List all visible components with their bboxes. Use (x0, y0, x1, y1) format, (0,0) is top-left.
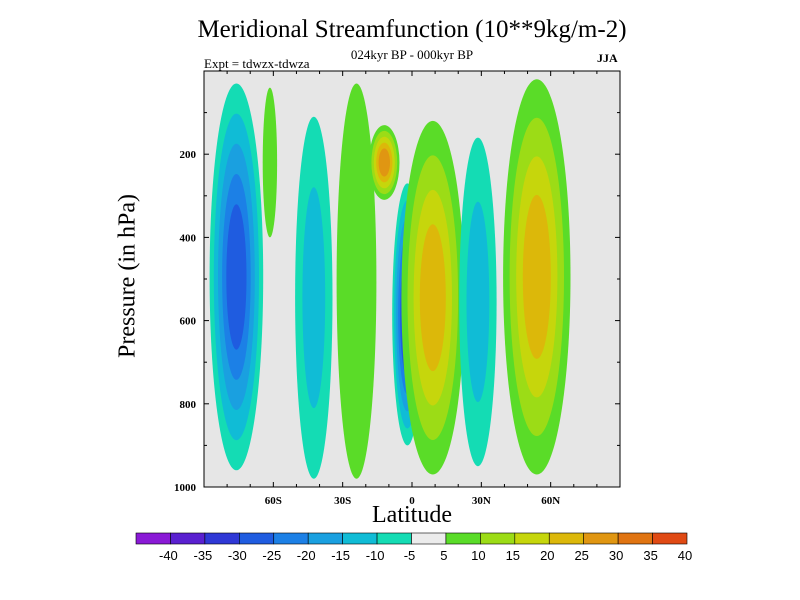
colorbar-swatch (411, 532, 447, 545)
axes: 60S 30S 0 30N 60N 200 400 600 800 1000 (174, 70, 621, 507)
chart-subtitle: 024kyr BP - 000kyr BP (350, 47, 474, 62)
contour-feature-4 (336, 83, 377, 479)
colorbar-swatch (307, 532, 343, 545)
y-tick-label: 400 (180, 232, 197, 244)
colorbar-label: 5 (440, 548, 447, 563)
colorbar-label: 35 (643, 548, 657, 563)
contour-feature-9 (503, 79, 571, 475)
x-tick-label: 30S (334, 495, 351, 507)
contour-level--10 (302, 187, 326, 409)
contour-feature-7 (401, 120, 465, 475)
colorbar-label: 25 (574, 548, 588, 563)
colorbar-swatch (583, 532, 619, 545)
y-tick-label: 200 (180, 149, 197, 161)
colorbar-swatch (135, 532, 171, 545)
colorbar-label: -25 (262, 548, 281, 563)
x-tick-label: 60S (265, 495, 282, 507)
x-tick-label: 60N (541, 495, 560, 507)
colorbar-label: -30 (228, 548, 247, 563)
experiment-label: Expt = tdwzx-tdwza (204, 56, 310, 71)
colorbar-swatch (170, 532, 206, 545)
colorbar-label: -40 (159, 548, 178, 563)
colorbar-swatch (445, 532, 481, 545)
contour-level-5 (262, 87, 278, 238)
contour-level-20 (419, 224, 446, 372)
colorbar-label: 40 (678, 548, 692, 563)
chart-title: Meridional Streamfunction (10**9kg/m-2) (197, 16, 627, 43)
colorbar-swatch (548, 532, 584, 545)
x-tick-label: 0 (409, 495, 415, 507)
contour-level-20 (522, 194, 551, 359)
contour-feature-2 (262, 87, 278, 238)
colorbar-swatch (273, 532, 309, 545)
colorbar-swatch (204, 532, 240, 545)
colorbar-swatch (514, 532, 550, 545)
contour-feature-5 (369, 125, 400, 200)
y-tick-label: 1000 (174, 482, 197, 494)
y-tick-label: 600 (180, 316, 197, 328)
contour-feature-1 (209, 83, 264, 471)
season-label: JJA (597, 51, 618, 65)
plot-area (204, 71, 620, 487)
contour-feature-3 (295, 116, 333, 479)
colorbar-label: -35 (194, 548, 213, 563)
x-axis-label: Latitude (372, 502, 452, 528)
contour-level-25 (378, 148, 390, 177)
contour-level--10 (466, 201, 490, 403)
contour-feature-8 (459, 137, 497, 467)
colorbar-swatch (480, 532, 516, 545)
colorbar-label: -10 (366, 548, 385, 563)
colorbar-swatch (617, 532, 653, 545)
colorbar-label: 15 (506, 548, 520, 563)
colorbar-swatch (239, 532, 275, 545)
colorbar-swatch (652, 532, 688, 545)
colorbar-label: 20 (540, 548, 554, 563)
colorbar-swatch (342, 532, 378, 545)
contour-level--25 (226, 204, 247, 350)
x-tick-label: 30N (472, 495, 491, 507)
colorbar: -40 -35 -30 -25 -20 -15 -10 -5 5 10 15 20 25 30 35 40 (135, 532, 692, 563)
colorbar-label: 30 (609, 548, 623, 563)
colorbar-label: 10 (471, 548, 485, 563)
colorbar-label: -5 (404, 548, 416, 563)
y-tick-label: 800 (180, 399, 197, 411)
colorbar-swatch (376, 532, 412, 545)
contour-level-5 (336, 83, 377, 479)
colorbar-label: -20 (297, 548, 316, 563)
colorbar-label: -15 (331, 548, 350, 563)
